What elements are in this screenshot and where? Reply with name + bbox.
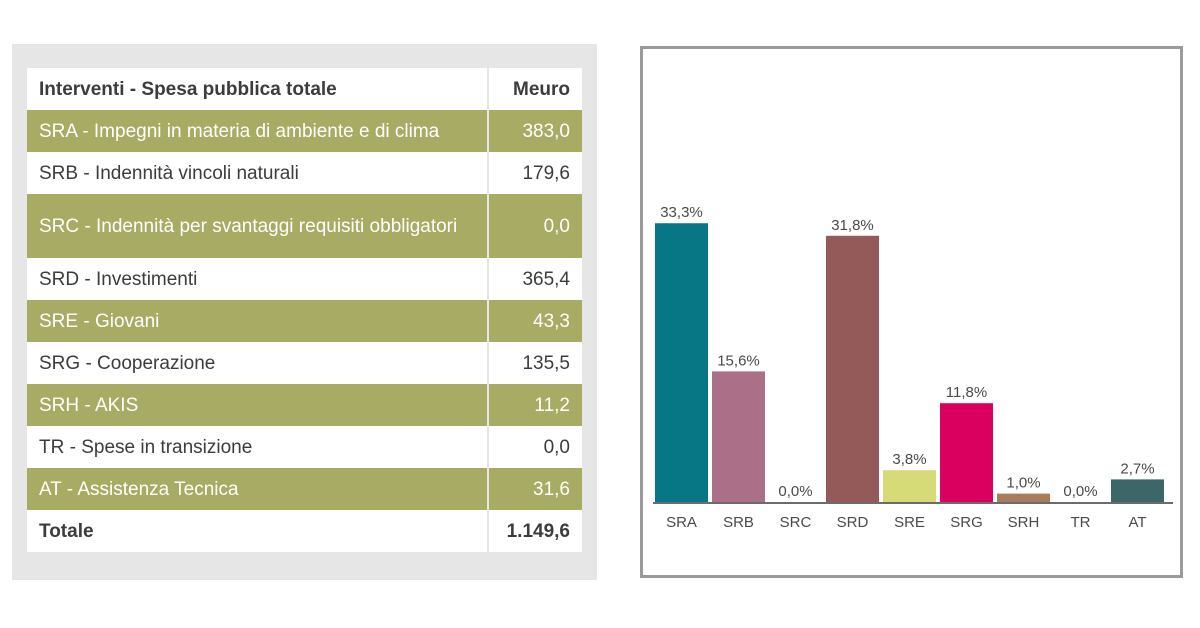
bar-sra: [655, 223, 708, 502]
tick-label-sra: SRA: [666, 514, 697, 531]
row-label: TR - Spese in transizione: [27, 426, 489, 468]
data-label-srd: 31,8%: [831, 217, 874, 234]
bar-srb: [712, 371, 765, 502]
spending-table: Interventi - Spesa pubblica totale Meuro…: [27, 68, 582, 552]
row-label: SRB - Indennità vincoli naturali: [27, 152, 489, 194]
tick-label-sre: SRE: [894, 514, 925, 531]
table-row: SRC - Indennità per svantaggi requisiti …: [27, 194, 582, 258]
table-row: SRE - Giovani 43,3: [27, 300, 582, 342]
row-label: SRC - Indennità per svantaggi requisiti …: [27, 194, 489, 258]
row-value: 179,6: [488, 152, 582, 194]
tick-label-srh: SRH: [1008, 514, 1040, 531]
row-value: 0,0: [488, 426, 582, 468]
table-row: TR - Spese in transizione 0,0: [27, 426, 582, 468]
bar-at: [1111, 479, 1164, 502]
data-label-at: 2,7%: [1120, 460, 1154, 477]
row-value: 11,2: [488, 384, 582, 426]
bar-srh: [997, 493, 1050, 502]
row-label: SRA - Impegni in materia di ambiente e d…: [27, 110, 489, 152]
header-value: Meuro: [488, 68, 582, 110]
row-value: 0,0: [488, 194, 582, 258]
table-row: SRG - Cooperazione 135,5: [27, 342, 582, 384]
table-panel: Interventi - Spesa pubblica totale Meuro…: [12, 44, 597, 580]
row-value: 31,6: [488, 468, 582, 510]
row-label: SRG - Cooperazione: [27, 342, 489, 384]
table-row: SRD - Investimenti 365,4: [27, 258, 582, 300]
data-label-srh: 1,0%: [1006, 475, 1040, 492]
total-row: Totale 1.149,6: [27, 510, 582, 552]
tick-label-src: SRC: [780, 514, 812, 531]
data-label-tr: 0,0%: [1063, 483, 1097, 500]
table-row: AT - Assistenza Tecnica 31,6: [27, 468, 582, 510]
row-label: SRD - Investimenti: [27, 258, 489, 300]
table-row: SRB - Indennità vincoli naturali 179,6: [27, 152, 582, 194]
tick-label-srb: SRB: [723, 514, 754, 531]
data-label-sre: 3,8%: [892, 451, 926, 468]
row-value: 43,3: [488, 300, 582, 342]
row-label: SRE - Giovani: [27, 300, 489, 342]
bar-sre: [883, 470, 936, 502]
total-label: Totale: [27, 510, 489, 552]
chart-panel: 33,3% SRA 15,6% SRB 0,0% SRC 31,8% SRD 3,8% SRE 11…: [640, 46, 1183, 578]
row-label: AT - Assistenza Tecnica: [27, 468, 489, 510]
table-row: SRH - AKIS 11,2: [27, 384, 582, 426]
bar-srg: [940, 403, 993, 502]
row-value: 383,0: [488, 110, 582, 152]
bar-srd: [826, 235, 879, 502]
data-label-sra: 33,3%: [660, 204, 703, 221]
header-label: Interventi - Spesa pubblica totale: [27, 68, 489, 110]
bar-chart: 33,3% SRA 15,6% SRB 0,0% SRC 31,8% SRD 3,8% SRE 11…: [653, 204, 1173, 531]
data-label-src: 0,0%: [778, 483, 812, 500]
total-value: 1.149,6: [488, 510, 582, 552]
data-label-srb: 15,6%: [717, 352, 760, 369]
row-value: 365,4: [488, 258, 582, 300]
tick-label-tr: TR: [1071, 514, 1091, 531]
tick-label-srd: SRD: [837, 514, 869, 531]
table-row: SRA - Impegni in materia di ambiente e d…: [27, 110, 582, 152]
tick-label-srg: SRG: [950, 514, 983, 531]
tick-label-at: AT: [1128, 514, 1146, 531]
row-label: SRH - AKIS: [27, 384, 489, 426]
data-label-srg: 11,8%: [946, 384, 987, 401]
table-header-row: Interventi - Spesa pubblica totale Meuro: [27, 68, 582, 110]
row-value: 135,5: [488, 342, 582, 384]
